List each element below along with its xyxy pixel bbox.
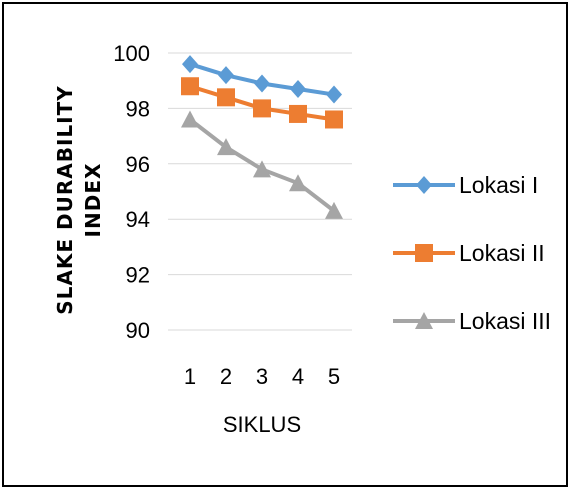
chart-frame bbox=[2, 2, 568, 487]
series-2 bbox=[181, 77, 343, 129]
y-tick-label: 96 bbox=[126, 152, 150, 177]
legend-item: Lokasi II bbox=[393, 240, 545, 266]
y-axis-title-line1: SLAKE DURABILITY bbox=[53, 85, 77, 314]
series-1 bbox=[182, 55, 342, 104]
data-point bbox=[253, 99, 271, 118]
data-point bbox=[217, 88, 235, 107]
legend-item: Lokasi III bbox=[393, 308, 551, 334]
x-tick-label: 4 bbox=[292, 364, 304, 389]
x-tick-label: 1 bbox=[184, 364, 196, 389]
data-point bbox=[181, 77, 199, 96]
legend-label: Lokasi II bbox=[459, 240, 545, 266]
legend-marker bbox=[415, 244, 433, 262]
legend: Lokasi I Lokasi II Lokasi III bbox=[393, 172, 551, 334]
y-axis-title-line2: INDEX bbox=[81, 163, 105, 238]
data-point bbox=[326, 85, 342, 104]
data-point bbox=[182, 55, 198, 74]
legend-item: Lokasi I bbox=[393, 172, 538, 198]
x-tick-label: 2 bbox=[220, 364, 232, 389]
data-point bbox=[181, 110, 199, 128]
x-tick-label: 5 bbox=[328, 364, 340, 389]
y-axis-title: SLAKE DURABILITY INDEX bbox=[53, 85, 105, 314]
y-tick-label: 94 bbox=[126, 207, 150, 232]
data-point bbox=[253, 160, 271, 178]
data-point bbox=[217, 138, 235, 156]
data-point bbox=[218, 66, 234, 85]
x-tick-label: 3 bbox=[256, 364, 268, 389]
legend-label: Lokasi I bbox=[459, 172, 538, 198]
y-tick-label: 92 bbox=[126, 263, 150, 288]
y-tick-label: 100 bbox=[113, 41, 150, 66]
series-3 bbox=[181, 110, 343, 219]
x-axis-title: SIKLUS bbox=[223, 412, 301, 437]
legend-label: Lokasi III bbox=[459, 308, 551, 334]
legend-marker bbox=[415, 312, 433, 329]
data-point bbox=[289, 174, 307, 192]
y-tick-label: 98 bbox=[126, 96, 150, 121]
data-point bbox=[254, 74, 270, 93]
data-point bbox=[289, 104, 307, 123]
series-group bbox=[181, 55, 343, 219]
data-point bbox=[325, 110, 343, 129]
y-tick-label: 90 bbox=[126, 318, 150, 343]
legend-marker bbox=[416, 176, 432, 194]
data-point bbox=[325, 201, 343, 219]
y-tick-labels: 90 92 94 96 98 100 bbox=[113, 41, 150, 343]
data-point bbox=[290, 80, 306, 99]
